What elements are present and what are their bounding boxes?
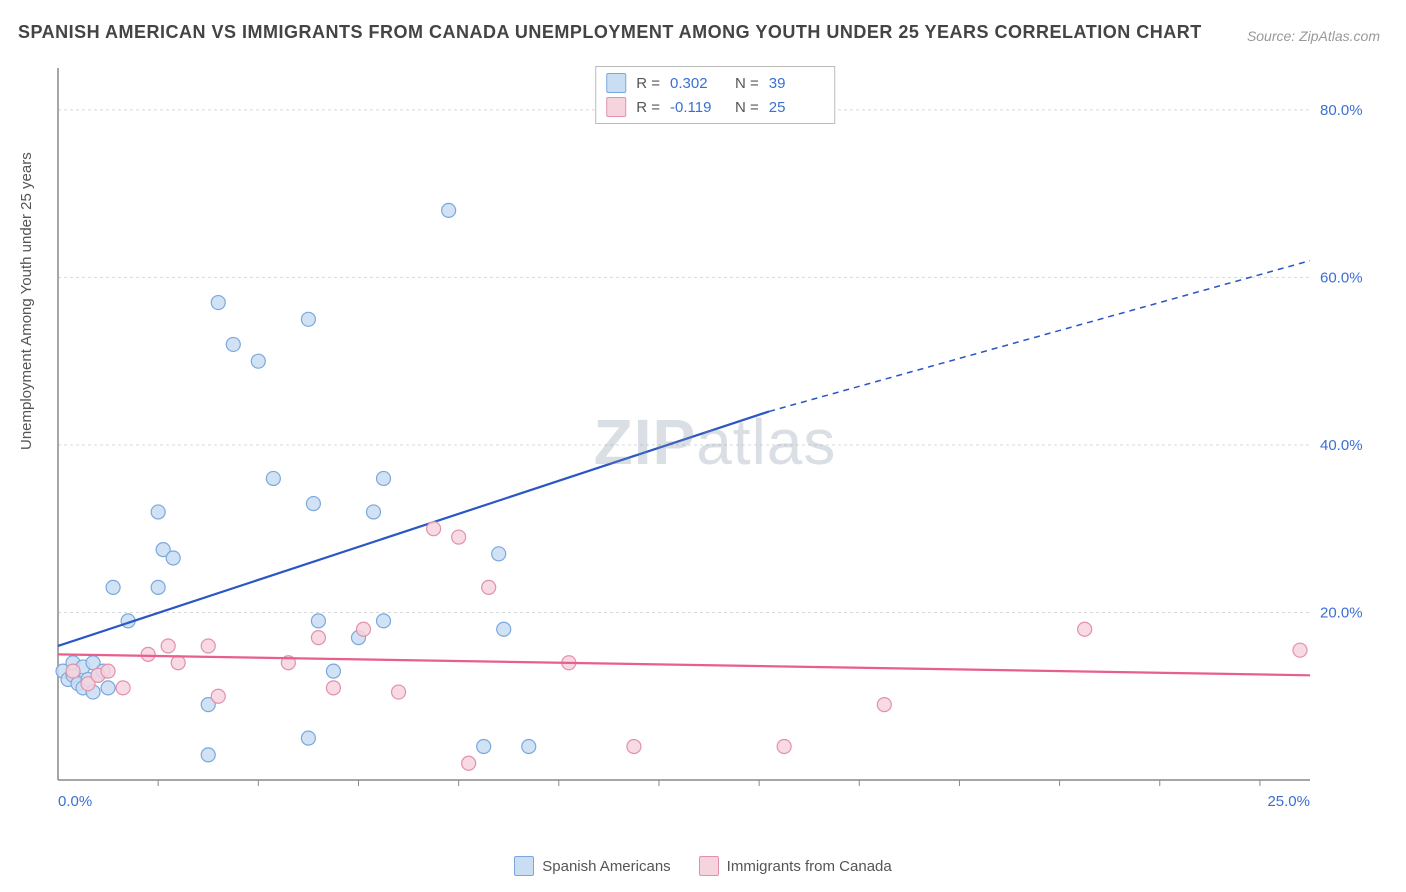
canada-swatch-icon [699, 856, 719, 876]
legend-item-spanish: Spanish Americans [514, 856, 670, 876]
spanish-point [301, 312, 315, 326]
n-value: 39 [769, 75, 824, 92]
canada-point [877, 698, 891, 712]
canada-point [427, 522, 441, 536]
spanish-swatch-icon [606, 73, 626, 93]
spanish-point [311, 614, 325, 628]
canada-point [392, 685, 406, 699]
spanish-point [477, 739, 491, 753]
canada-point [777, 739, 791, 753]
canada-point [201, 639, 215, 653]
r-label: R = [636, 99, 660, 116]
y-tick-label: 40.0% [1320, 437, 1363, 454]
n-label: N = [735, 75, 759, 92]
legend-label: Immigrants from Canada [727, 858, 892, 875]
spanish-point [266, 471, 280, 485]
spanish-point [301, 731, 315, 745]
canada-point [311, 631, 325, 645]
spanish-point [306, 497, 320, 511]
canada-point [482, 580, 496, 594]
n-value: 25 [769, 99, 824, 116]
spanish-point [226, 337, 240, 351]
chart-plot-area: ZIPatlas 20.0%40.0%60.0%80.0%0.0%25.0% R… [50, 62, 1380, 822]
canada-point [101, 664, 115, 678]
spanish-trendline-extrapolated [769, 261, 1310, 412]
chart-title: SPANISH AMERICAN VS IMMIGRANTS FROM CANA… [18, 22, 1202, 43]
correlation-legend: R = 0.302 N = 39 R = -0.119 N = 25 [595, 66, 835, 124]
spanish-trendline [58, 411, 769, 646]
source-attribution: Source: ZipAtlas.com [1247, 28, 1380, 44]
spanish-point [151, 505, 165, 519]
spanish-point [442, 203, 456, 217]
canada-point [1293, 643, 1307, 657]
canada-point [116, 681, 130, 695]
chart-svg: 20.0% 40.0% 60.0% 80.0% 0.0% 25.0% [50, 62, 1380, 822]
spanish-point [497, 622, 511, 636]
legend-item-canada: Immigrants from Canada [699, 856, 892, 876]
r-value: -0.119 [670, 99, 725, 116]
spanish-point [211, 296, 225, 310]
spanish-point [151, 580, 165, 594]
n-label: N = [735, 99, 759, 116]
spanish-point [377, 471, 391, 485]
y-tick-label: 60.0% [1320, 269, 1363, 286]
spanish-point [166, 551, 180, 565]
canada-point [211, 689, 225, 703]
canada-point [141, 647, 155, 661]
y-tick-label: 20.0% [1320, 604, 1363, 621]
canada-trendline [58, 654, 1310, 675]
x-tick-label-min: 0.0% [58, 793, 92, 810]
legend-label: Spanish Americans [542, 858, 670, 875]
spanish-point [101, 681, 115, 695]
y-tick-label: 80.0% [1320, 102, 1363, 119]
spanish-point [367, 505, 381, 519]
spanish-point [522, 739, 536, 753]
canada-point [326, 681, 340, 695]
spanish-point [326, 664, 340, 678]
canada-point [161, 639, 175, 653]
correlation-legend-row: R = -0.119 N = 25 [606, 95, 824, 119]
spanish-swatch-icon [514, 856, 534, 876]
r-label: R = [636, 75, 660, 92]
spanish-point [492, 547, 506, 561]
canada-point [627, 739, 641, 753]
spanish-point [201, 748, 215, 762]
canada-point [452, 530, 466, 544]
canada-point [1078, 622, 1092, 636]
x-tick-label-max: 25.0% [1267, 793, 1310, 810]
correlation-legend-row: R = 0.302 N = 39 [606, 71, 824, 95]
canada-point [462, 756, 476, 770]
canada-point [356, 622, 370, 636]
canada-point [171, 656, 185, 670]
y-axis-label: Unemployment Among Youth under 25 years [18, 152, 35, 450]
canada-swatch-icon [606, 97, 626, 117]
spanish-point [106, 580, 120, 594]
series-legend: Spanish Americans Immigrants from Canada [0, 856, 1406, 876]
r-value: 0.302 [670, 75, 725, 92]
spanish-point [251, 354, 265, 368]
canada-point [66, 664, 80, 678]
spanish-point [377, 614, 391, 628]
